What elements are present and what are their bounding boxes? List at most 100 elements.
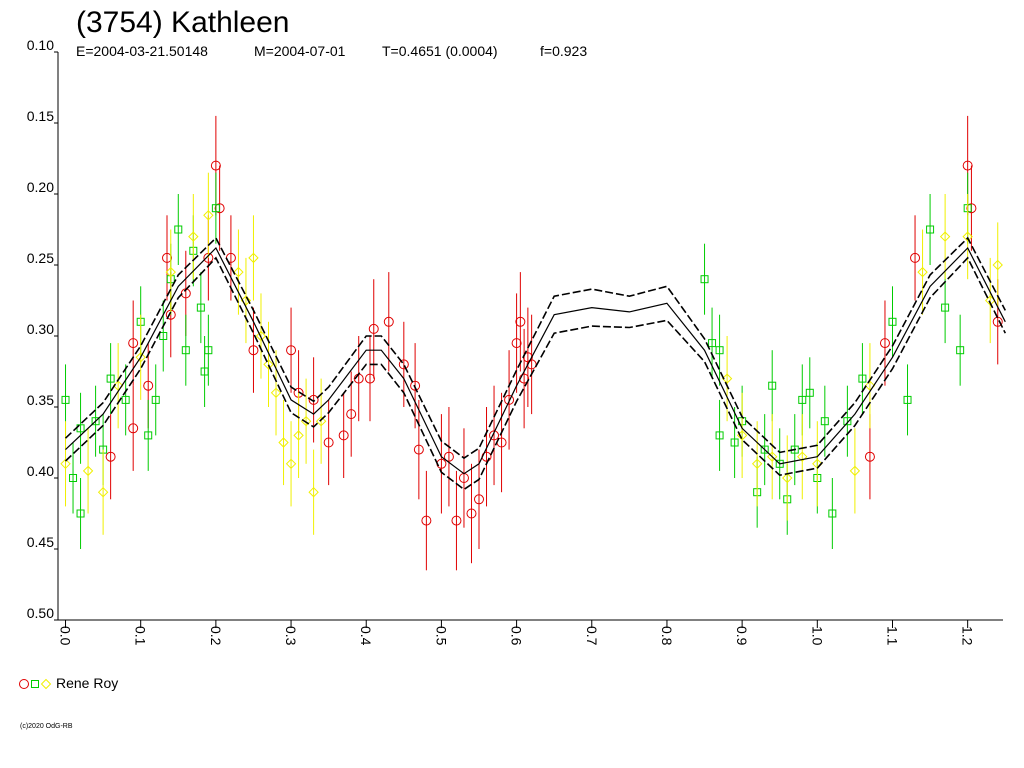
data-point — [421, 515, 432, 526]
data-point — [962, 160, 973, 171]
subtitle-mid: M=2004-07-01 — [254, 43, 346, 59]
legend-symbol — [31, 680, 39, 688]
data-point — [760, 445, 769, 454]
data-point — [939, 231, 951, 242]
x-tick-label: 1.1 — [884, 626, 900, 646]
data-point — [798, 395, 807, 404]
data-point — [240, 295, 252, 306]
data-point — [121, 395, 130, 404]
data-point — [917, 266, 928, 278]
data-point — [504, 394, 515, 405]
data-point — [323, 437, 334, 448]
data-point — [805, 388, 814, 397]
data-point — [864, 380, 876, 391]
data-point — [364, 373, 375, 384]
data-point — [511, 338, 522, 349]
data-point — [174, 225, 183, 234]
data-point — [211, 204, 220, 213]
data-point — [144, 431, 153, 440]
data-point — [858, 374, 867, 383]
data-point — [233, 266, 244, 278]
data-point — [398, 359, 409, 370]
data-point — [474, 494, 485, 505]
x-tick-label: 0.4 — [358, 626, 374, 646]
data-point — [775, 459, 784, 468]
data-point — [966, 203, 977, 214]
fit-curve — [65, 246, 1006, 475]
data-point — [69, 474, 78, 482]
data-point — [751, 458, 763, 470]
x-tick-label: 0.5 — [433, 626, 449, 646]
data-point — [443, 451, 454, 462]
data-point — [903, 395, 912, 404]
data-point — [308, 394, 319, 405]
x-tick-label: 0.7 — [584, 626, 600, 646]
data-point — [105, 451, 116, 462]
data-point — [451, 515, 462, 526]
data-point — [768, 381, 777, 390]
data-point — [346, 409, 357, 420]
subtitle-period: T=0.4651 (0.0004) — [382, 43, 498, 59]
data-point — [466, 508, 477, 519]
x-tick-label: 1.2 — [960, 626, 976, 646]
data-point — [162, 252, 173, 263]
series — [105, 115, 1003, 571]
data-point — [204, 346, 213, 355]
y-tick-label: 0.40 — [27, 463, 54, 479]
footer: (c)2020 OdG-RB — [20, 723, 73, 730]
data-point — [255, 330, 267, 342]
data-point — [143, 380, 154, 391]
data-point — [849, 465, 861, 477]
subtitle-epoch: E=2004-03-21.50148 — [76, 43, 208, 59]
data-point — [413, 444, 424, 455]
data-point — [293, 430, 304, 441]
data-point — [888, 317, 897, 326]
data-point — [196, 303, 205, 312]
data-point — [879, 338, 890, 349]
legend-symbol — [19, 679, 29, 689]
data-point — [797, 451, 808, 462]
data-point — [151, 395, 160, 404]
data-point — [926, 225, 935, 234]
data-point — [97, 486, 109, 498]
series — [60, 172, 1003, 535]
y-tick-label: 0.15 — [27, 108, 54, 124]
data-point — [489, 430, 500, 441]
data-point — [766, 451, 778, 462]
data-point — [76, 509, 85, 518]
x-tick-label: 0.0 — [58, 626, 74, 646]
data-point — [828, 509, 837, 518]
legend-symbol — [40, 678, 52, 690]
y-tick-label: 0.10 — [27, 37, 54, 53]
data-point — [200, 367, 209, 376]
x-tick-label: 0.3 — [283, 626, 299, 646]
data-point — [128, 423, 139, 434]
data-point — [715, 346, 724, 355]
data-point — [286, 345, 297, 356]
data-point — [315, 415, 327, 427]
data-point — [864, 451, 875, 462]
data-point — [82, 465, 94, 477]
data-point — [285, 458, 297, 470]
y-tick-label: 0.20 — [27, 179, 54, 195]
y-tick-label: 0.30 — [27, 321, 54, 337]
legend-label: Rene Roy — [56, 675, 118, 691]
data-point — [715, 431, 724, 440]
y-tick-label: 0.35 — [27, 392, 54, 408]
data-point — [60, 458, 71, 470]
data-point — [730, 438, 739, 447]
data-point — [410, 380, 421, 391]
data-point — [962, 231, 973, 242]
x-tick-label: 0.8 — [659, 626, 675, 646]
data-point — [519, 373, 530, 384]
data-point — [910, 252, 921, 263]
subtitle-fraction: f=0.923 — [540, 43, 587, 59]
data-point — [159, 332, 168, 340]
data-point — [782, 472, 793, 484]
data-point — [278, 437, 289, 448]
data-point — [338, 430, 349, 441]
data-point — [248, 345, 259, 356]
data-point — [165, 266, 176, 278]
data-point — [515, 316, 526, 327]
